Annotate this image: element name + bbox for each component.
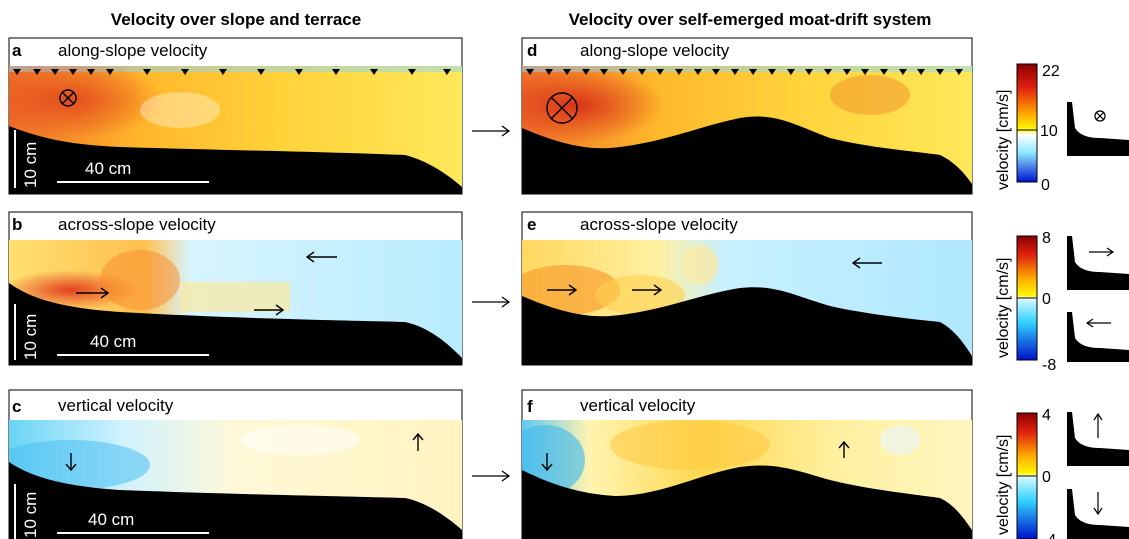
panel-a-vertical-scale-label: 10 cm (21, 142, 40, 188)
panel-c-seabed (9, 462, 462, 539)
panel-c: c vertical velocity 10 cm 40 cm (8, 389, 463, 539)
panel-a-velocity-field (9, 66, 462, 194)
panel-c-label: c (12, 397, 21, 416)
panel-d-sampling-markers (526, 69, 963, 75)
colorbar-across-slope-label: velocity [cm/s] (995, 258, 1012, 358)
panel-a-sampling-markers (13, 69, 451, 75)
transition-arrow-icon (472, 296, 511, 308)
panel-e-label: e (527, 215, 536, 234)
colorbar-along-slope-min: 0 (1041, 177, 1050, 194)
panel-a-horizontal-scale-label: 40 cm (85, 159, 131, 178)
panel-b-seabed (9, 283, 462, 365)
panel-d-velocity-field (522, 66, 972, 194)
colorbar-across-slope-min: -8 (1042, 357, 1056, 374)
panel-e-velocity-field (522, 240, 972, 365)
panel-c-title: vertical velocity (58, 396, 174, 415)
panel-b-label: b (12, 215, 22, 234)
up-arrow-icon (838, 440, 850, 458)
slope-inset-up (1067, 412, 1129, 466)
colorbar-across-slope-mid: 0 (1042, 291, 1051, 308)
right-arrow-icon (1089, 247, 1115, 257)
panel-b-scale-bars: 10 cm 40 cm (14, 304, 209, 360)
colorbar-along-slope-mid: 10 (1040, 123, 1058, 140)
slope-inset-left (1067, 312, 1129, 362)
right-column-title: Velocity over self-emerged moat-drift sy… (569, 10, 932, 29)
slope-inset-down (1067, 489, 1129, 539)
panel-b: b across-slope velocity 10 cm 40 cm (8, 211, 463, 366)
panel-d: d along-slope velocity (521, 37, 973, 195)
panel-a-label: a (12, 41, 22, 60)
panel-d-label: d (527, 41, 537, 60)
panel-a-scale-bars: 10 cm 40 cm (14, 130, 209, 188)
colorbar-vertical-mid: 0 (1042, 469, 1051, 486)
panel-e: e across-slope velocity (521, 211, 973, 366)
right-arrow-icon (254, 304, 285, 316)
colorbar-vertical-min: -4 (1042, 532, 1056, 539)
down-arrow-icon (541, 453, 553, 472)
up-arrow-icon (412, 432, 424, 451)
left-arrow-icon (851, 257, 882, 269)
panel-b-title: across-slope velocity (58, 215, 216, 234)
colorbar-along-slope: velocity [cm/s] 22 10 0 (995, 63, 1129, 194)
up-arrow-icon (1093, 412, 1103, 438)
left-arrow-icon (1085, 318, 1111, 328)
colorbar-across-slope: velocity [cm/s] 8 0 -8 (995, 230, 1129, 374)
down-arrow-icon (65, 453, 77, 472)
panel-c-horizontal-scale-label: 40 cm (88, 510, 134, 529)
slope-inset-right (1067, 236, 1129, 290)
panel-c-scale-bars: 10 cm 40 cm (14, 484, 209, 539)
panel-d-seabed (522, 116, 972, 194)
panel-e-title: across-slope velocity (580, 215, 738, 234)
out-of-page-icon (59, 89, 77, 107)
panel-a-title: along-slope velocity (58, 41, 208, 60)
transition-arrow-icon (472, 125, 511, 137)
colorbar-vertical: velocity [cm/s] 4 0 -4 (995, 407, 1129, 539)
left-column-title: Velocity over slope and terrace (111, 10, 361, 29)
transition-arrow-icon (472, 470, 511, 482)
colorbar-along-slope-max: 22 (1042, 63, 1060, 80)
out-of-page-icon (1094, 110, 1106, 122)
slope-inset-out-of-page (1067, 102, 1129, 156)
panel-c-velocity-field (9, 420, 462, 539)
colorbar-vertical-label: velocity [cm/s] (995, 435, 1012, 535)
panel-f-label: f (527, 397, 533, 416)
left-arrow-icon (305, 251, 337, 263)
panel-a-seabed (9, 126, 462, 194)
panel-f: f vertical velocity (521, 389, 973, 539)
panel-f-seabed (522, 465, 972, 539)
panel-f-title: vertical velocity (580, 396, 696, 415)
down-arrow-icon (1093, 492, 1103, 516)
colorbar-across-slope-max: 8 (1042, 230, 1051, 247)
panel-e-seabed (522, 287, 972, 365)
panel-a: a along-slope velocity 10 cm 40 cm (8, 37, 463, 195)
colorbar-along-slope-label: velocity [cm/s] (995, 90, 1012, 190)
right-arrow-icon (76, 287, 110, 299)
panel-b-velocity-field (9, 240, 462, 365)
panel-d-title: along-slope velocity (580, 41, 730, 60)
colorbar-vertical-max: 4 (1042, 407, 1051, 424)
right-arrow-icon (632, 284, 663, 296)
panel-c-vertical-scale-label: 10 cm (21, 492, 40, 538)
right-arrow-icon (547, 284, 578, 296)
panel-f-velocity-field (522, 420, 972, 539)
out-of-page-icon (546, 92, 578, 124)
panel-b-horizontal-scale-label: 40 cm (90, 332, 136, 351)
panel-b-vertical-scale-label: 10 cm (21, 314, 40, 360)
